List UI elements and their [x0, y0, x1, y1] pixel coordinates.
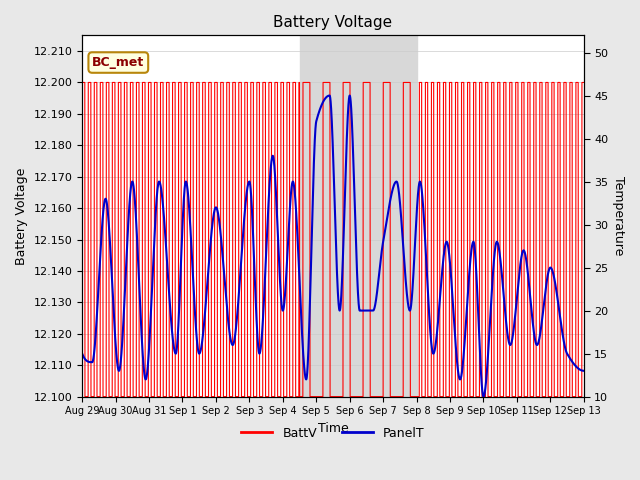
Bar [300, 36, 417, 396]
Legend: BattV, PanelT: BattV, PanelT [236, 421, 430, 444]
X-axis label: Time: Time [317, 422, 348, 435]
Text: BC_met: BC_met [92, 56, 145, 69]
Title: Battery Voltage: Battery Voltage [273, 15, 392, 30]
Y-axis label: Temperature: Temperature [612, 176, 625, 256]
Y-axis label: Battery Voltage: Battery Voltage [15, 168, 28, 264]
